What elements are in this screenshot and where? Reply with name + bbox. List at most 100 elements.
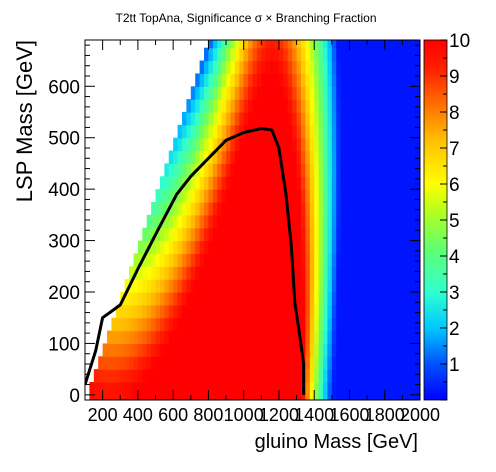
heatmap-cell xyxy=(239,73,245,87)
heatmap-cell xyxy=(323,189,329,203)
heatmap-cell xyxy=(226,317,232,332)
heatmap-cell xyxy=(221,317,227,332)
heatmap-cell xyxy=(300,47,306,62)
heatmap-cell xyxy=(296,279,302,293)
heatmap-cell xyxy=(345,304,351,319)
heatmap-cell xyxy=(384,47,390,62)
heatmap-cell xyxy=(212,317,218,332)
heatmap-cell xyxy=(252,266,258,280)
heatmap-cell xyxy=(173,369,179,383)
heatmap-cell xyxy=(199,356,205,370)
heatmap-cell xyxy=(296,214,302,229)
heatmap-cell xyxy=(415,266,420,280)
heatmap-cell xyxy=(406,266,412,280)
heatmap-cell xyxy=(137,279,143,293)
heatmap-cell xyxy=(204,47,210,62)
heatmap-cell xyxy=(300,189,306,203)
heatmap-cell xyxy=(375,40,381,49)
heatmap-cell xyxy=(151,279,157,293)
heatmap-cell xyxy=(367,214,373,229)
heatmap-cell xyxy=(159,343,165,357)
heatmap-cell xyxy=(283,292,289,306)
heatmap-cell xyxy=(362,124,368,139)
heatmap-cell xyxy=(142,240,148,255)
heatmap-cell xyxy=(195,112,201,126)
heatmap-cell xyxy=(292,202,298,216)
heatmap-cell xyxy=(309,304,315,319)
heatmap-cell xyxy=(278,86,284,100)
heatmap-cell xyxy=(146,253,152,267)
heatmap-cell xyxy=(362,150,368,165)
heatmap-cell xyxy=(411,253,417,267)
heatmap-cell xyxy=(234,343,240,357)
heatmap-cell xyxy=(177,330,183,345)
heatmap-cell xyxy=(402,343,408,357)
heatmap-cell xyxy=(367,202,373,216)
heatmap-cell xyxy=(256,266,262,280)
heatmap-cell xyxy=(256,202,262,216)
heatmap-cell xyxy=(195,189,201,203)
heatmap-cell xyxy=(221,40,227,49)
heatmap-cell xyxy=(248,369,254,383)
heatmap-cell xyxy=(181,137,187,152)
heatmap-cell xyxy=(239,356,245,370)
heatmap-cell xyxy=(243,330,249,345)
heatmap-cell xyxy=(212,47,218,62)
heatmap-cell xyxy=(318,240,324,255)
heatmap-cell xyxy=(234,150,240,165)
heatmap-cell xyxy=(415,189,420,203)
heatmap-cell xyxy=(261,86,267,100)
heatmap-cell xyxy=(323,266,329,280)
heatmap-cell xyxy=(208,137,214,152)
heatmap-cell xyxy=(397,330,403,345)
heatmap-cell xyxy=(327,163,333,177)
heatmap-cell xyxy=(190,163,196,177)
heatmap-cell xyxy=(133,253,139,267)
heatmap-cell xyxy=(177,189,183,203)
heatmap-cell xyxy=(411,40,417,49)
heatmap-cell xyxy=(353,202,359,216)
heatmap-cell xyxy=(318,214,324,229)
heatmap-cell xyxy=(256,99,262,113)
heatmap-cell xyxy=(199,176,205,190)
heatmap-cell xyxy=(239,253,245,267)
heatmap-cell xyxy=(164,253,170,267)
heatmap-cell xyxy=(248,279,254,293)
heatmap-cell xyxy=(212,137,218,152)
heatmap-cell xyxy=(239,189,245,203)
heatmap-cell xyxy=(300,240,306,255)
heatmap-cell xyxy=(159,292,165,306)
heatmap-cell xyxy=(137,253,143,267)
heatmap-cell xyxy=(415,369,420,383)
heatmap-cell xyxy=(300,304,306,319)
color-scale-label: 7 xyxy=(449,139,460,160)
heatmap-cell xyxy=(380,240,386,255)
heatmap-cell xyxy=(415,304,420,319)
heatmap-cell xyxy=(181,202,187,216)
heatmap-cell xyxy=(375,47,381,62)
heatmap-cell xyxy=(208,253,214,267)
heatmap-cell xyxy=(300,202,306,216)
heatmap-cell xyxy=(217,356,223,370)
heatmap-cell xyxy=(173,176,179,190)
heatmap-cell xyxy=(309,189,315,203)
y-tick-label: 100 xyxy=(48,334,80,355)
heatmap-cell xyxy=(318,330,324,345)
heatmap-cell xyxy=(345,266,351,280)
heatmap-cell xyxy=(331,124,337,139)
heatmap-cell xyxy=(265,124,271,139)
heatmap-cell xyxy=(265,60,271,75)
heatmap-cell xyxy=(292,317,298,332)
heatmap-cell xyxy=(380,40,386,49)
heatmap-cell xyxy=(375,330,381,345)
heatmap-cell xyxy=(146,214,152,229)
heatmap-cell xyxy=(111,330,117,345)
heatmap-cell xyxy=(261,163,267,177)
heatmap-cell xyxy=(124,369,130,383)
heatmap-cell xyxy=(380,150,386,165)
heatmap-cell xyxy=(309,60,315,75)
heatmap-cell xyxy=(190,266,196,280)
heatmap-cell xyxy=(270,150,276,165)
heatmap-cell xyxy=(142,369,148,383)
heatmap-cell xyxy=(265,202,271,216)
